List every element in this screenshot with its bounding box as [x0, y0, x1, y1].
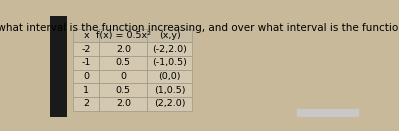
Bar	[73, 42, 99, 56]
Text: 0: 0	[120, 72, 126, 81]
Bar	[73, 29, 99, 42]
Text: (x,y): (x,y)	[159, 31, 181, 40]
Bar	[147, 29, 192, 42]
Text: -2: -2	[81, 45, 91, 54]
Text: f(x) = 0.5x²: f(x) = 0.5x²	[96, 31, 151, 40]
Bar	[99, 29, 147, 42]
Text: (1,0.5): (1,0.5)	[154, 86, 186, 95]
Bar	[147, 97, 192, 111]
Text: 2.0: 2.0	[116, 99, 131, 108]
Text: 2: 2	[83, 99, 89, 108]
Text: 0.5: 0.5	[116, 86, 131, 95]
Bar	[99, 83, 147, 97]
Bar	[147, 83, 192, 97]
Text: (-1,0.5): (-1,0.5)	[152, 58, 187, 67]
Text: 2.0: 2.0	[116, 45, 131, 54]
Text: (0,0): (0,0)	[158, 72, 181, 81]
Text: -1: -1	[81, 58, 91, 67]
Bar	[73, 97, 99, 111]
Bar	[99, 42, 147, 56]
Bar	[99, 56, 147, 70]
Text: 0: 0	[83, 72, 89, 81]
Text: Over what interval is the function increasing, and over what interval is the fun: Over what interval is the function incre…	[0, 23, 399, 33]
Bar	[147, 42, 192, 56]
Bar	[99, 70, 147, 83]
Bar	[99, 97, 147, 111]
Text: (-2,2.0): (-2,2.0)	[152, 45, 187, 54]
Text: 0.5: 0.5	[116, 58, 131, 67]
Bar	[147, 70, 192, 83]
Text: 1: 1	[83, 86, 89, 95]
Text: x: x	[83, 31, 89, 40]
Text: (2,2.0): (2,2.0)	[154, 99, 186, 108]
Bar	[73, 56, 99, 70]
Bar	[73, 70, 99, 83]
Bar	[297, 108, 359, 117]
Bar	[50, 16, 67, 117]
Bar	[147, 56, 192, 70]
Bar	[73, 83, 99, 97]
